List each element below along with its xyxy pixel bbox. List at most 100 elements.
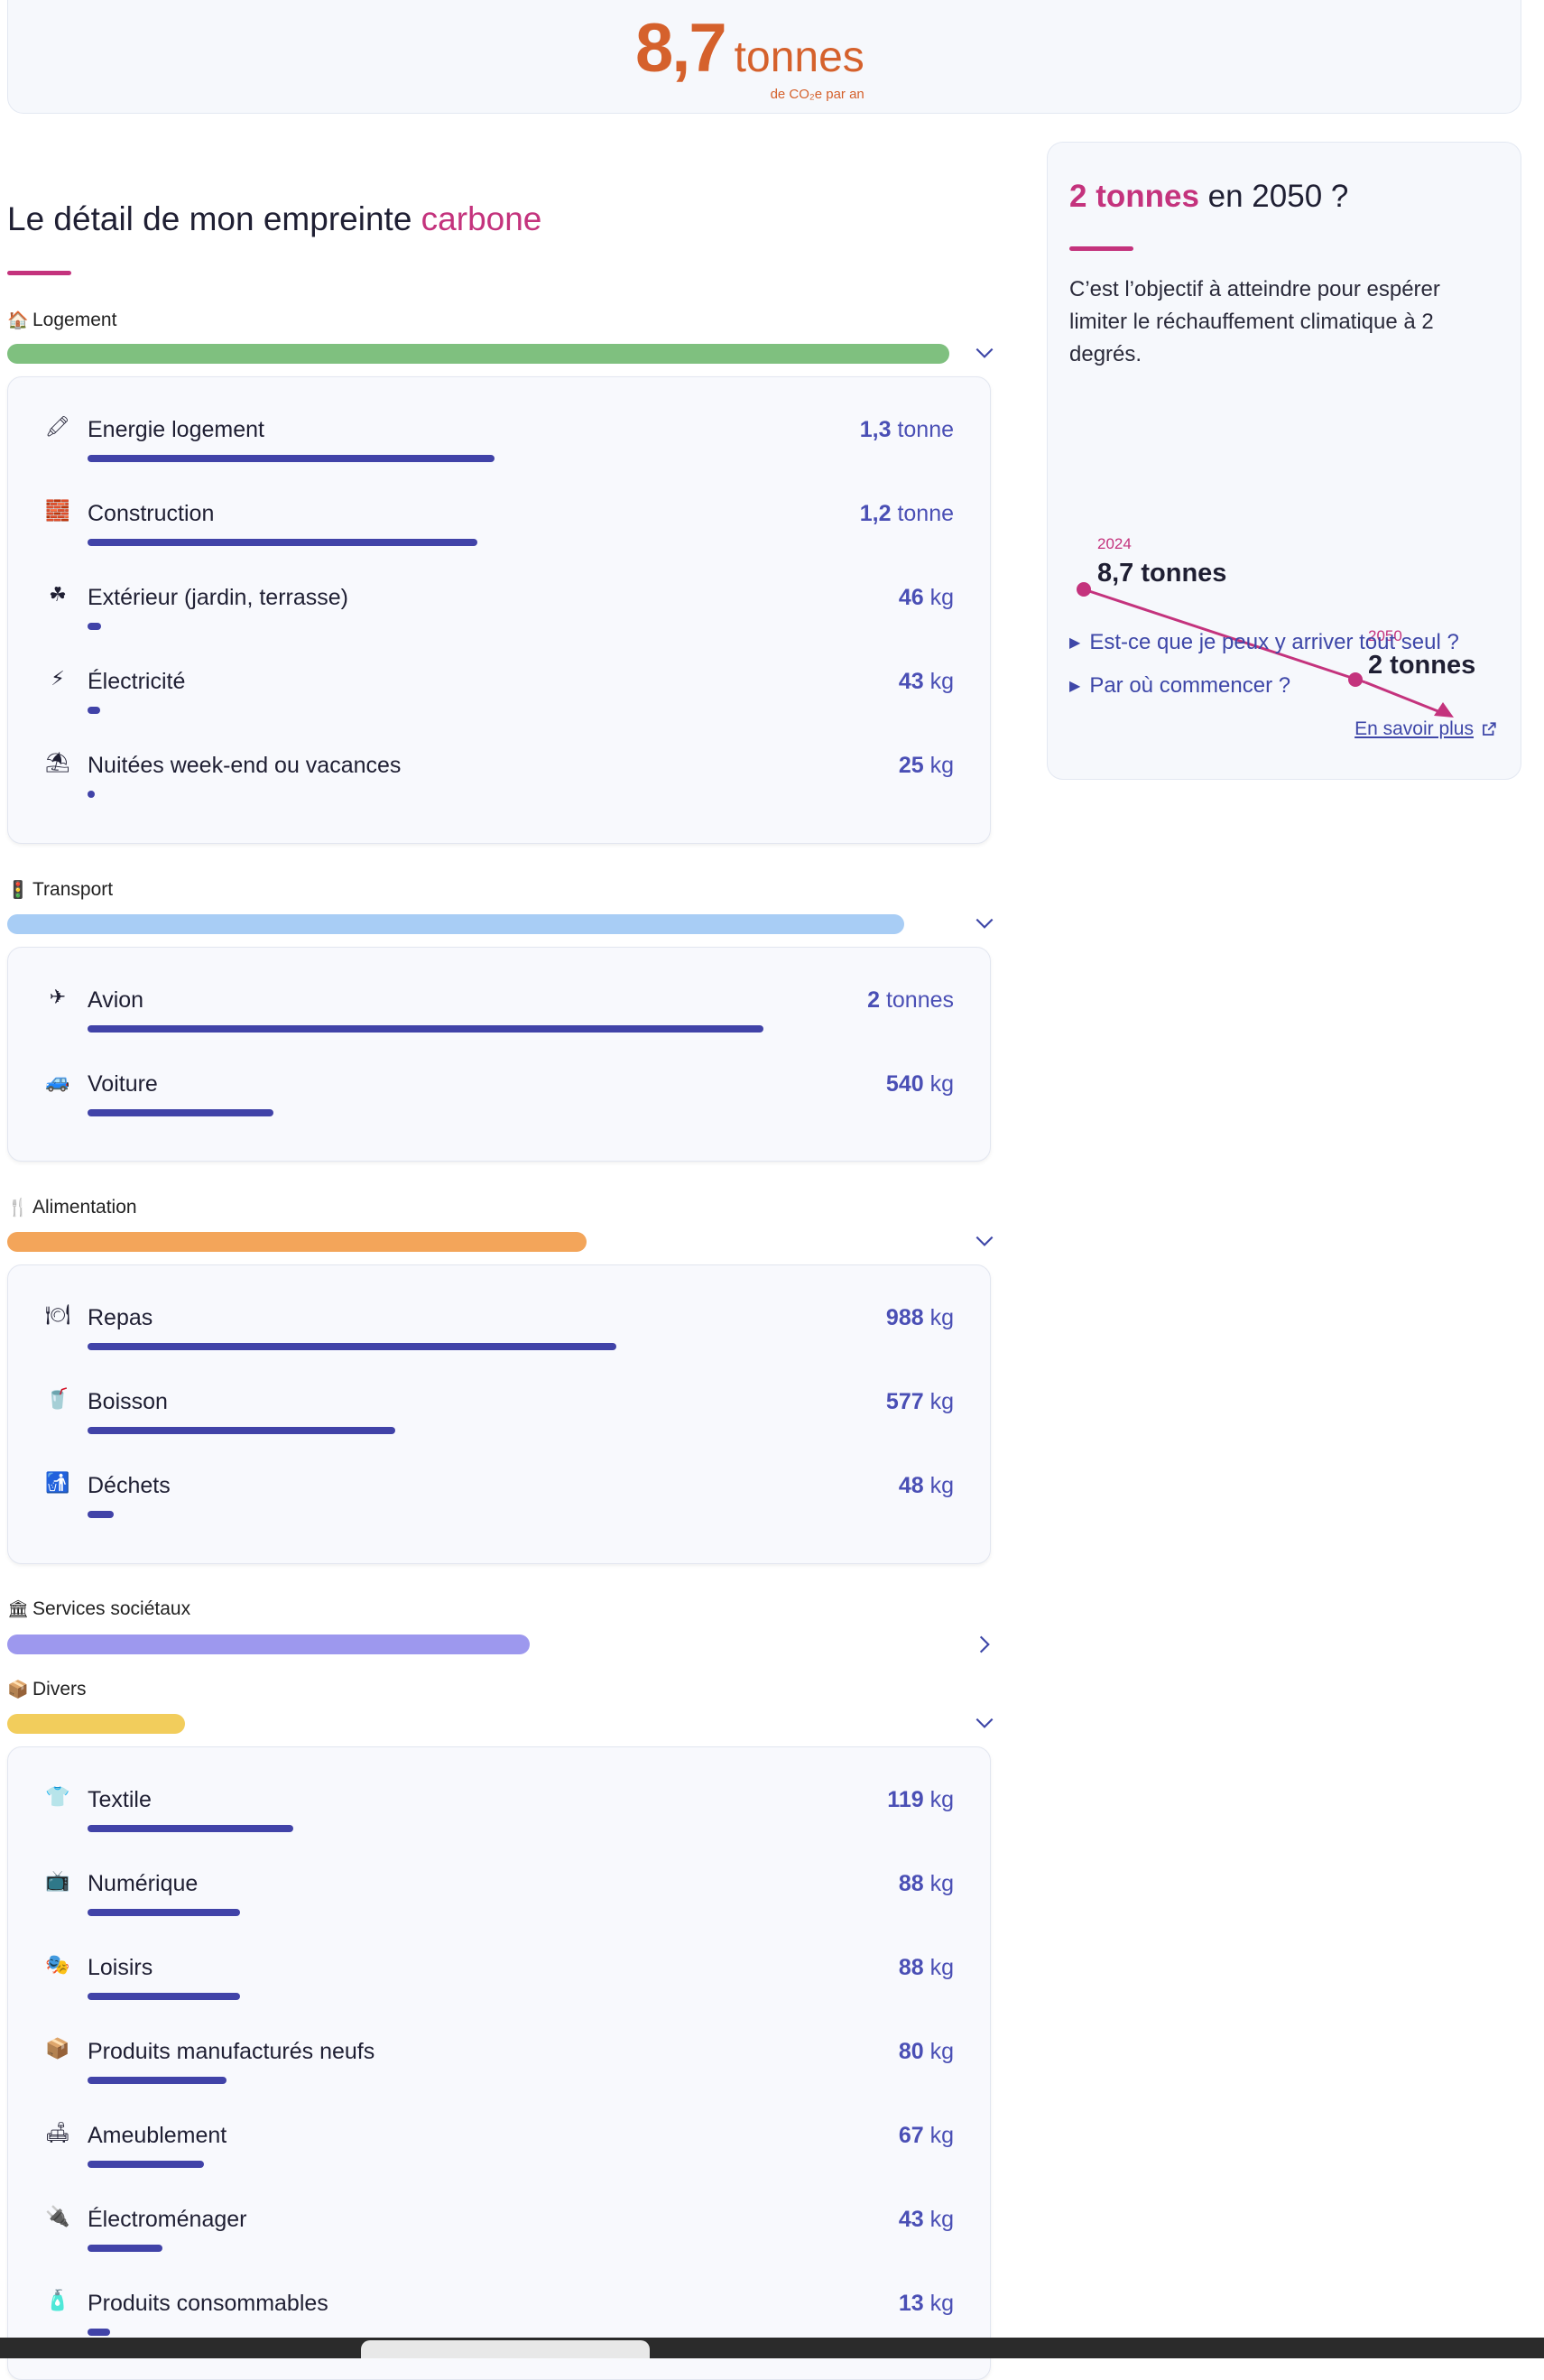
category-label-alimentation: 🍴 Alimentation	[7, 1197, 137, 1218]
list-item[interactable]: ⛱ Nuitées week-end ou vacances 25 kg	[8, 738, 990, 822]
item-value: 67 kg	[899, 2123, 954, 2149]
list-item[interactable]: 🧴 Produits consommables 13 kg	[8, 2276, 990, 2360]
item-value-number: 13	[898, 2291, 924, 2316]
item-value-number: 1,3	[859, 417, 892, 442]
item-value: 43 kg	[899, 2207, 954, 2233]
box-icon: 📦	[45, 2037, 70, 2060]
list-item[interactable]: ☘ Extérieur (jardin, terrasse) 46 kg	[8, 570, 990, 654]
item-value: 46 kg	[899, 585, 954, 611]
brick-icon: 🧱	[45, 499, 70, 522]
item-bar	[88, 1427, 395, 1434]
category-bar-logement	[7, 344, 949, 364]
chevron-right-icon[interactable]	[973, 1633, 996, 1656]
category-label-services[interactable]: 🏛 Services sociétaux	[7, 1598, 190, 1620]
item-bar	[88, 707, 100, 714]
item-bar	[88, 455, 495, 462]
item-name: Déchets	[88, 1473, 171, 1498]
tv-icon: 📺	[45, 1869, 70, 1892]
item-value-number: 80	[898, 2039, 924, 2064]
item-value-number: 48	[898, 1473, 924, 1498]
total-subtitle: de CO₂e par an	[770, 87, 864, 102]
list-item[interactable]: 📺 Numérique 88 kg	[8, 1857, 990, 1940]
item-value-unit: kg	[929, 2123, 954, 2148]
item-value-number: 577	[885, 1389, 924, 1414]
category-panel-logement: 🖍 Energie logement 1,3 tonne 🧱 Construction 1…	[7, 376, 991, 844]
item-value: 1,3 tonne	[860, 417, 954, 443]
list-item[interactable]: 🔌 Électroménager 43 kg	[8, 2192, 990, 2276]
link-commencer[interactable]: ▶ Par où commencer ?	[1069, 673, 1290, 699]
page-title: Le détail de mon empreinte carbone	[7, 200, 541, 238]
category-bar-divers	[7, 1714, 185, 1734]
item-name: Électroménager	[88, 2207, 247, 2232]
link-seul[interactable]: ▶ Est-ce que je peux y arriver tout seul…	[1069, 630, 1459, 655]
house-icon: 🏠	[7, 311, 29, 330]
item-name: Électricité	[88, 669, 186, 694]
category-label-transport: 🚦 Transport	[7, 879, 113, 901]
chevron-down-icon[interactable]	[973, 1711, 996, 1735]
link-text: Par où commencer ?	[1089, 673, 1291, 698]
category-name: Services sociétaux	[32, 1598, 191, 1619]
item-name: Energie logement	[88, 417, 264, 442]
item-bar	[88, 1511, 114, 1518]
cup-icon: 🥤	[45, 1387, 70, 1410]
list-item[interactable]: 🖍 Energie logement 1,3 tonne	[8, 403, 990, 486]
list-item[interactable]: 🥤 Boisson 577 kg	[8, 1375, 990, 1459]
item-bar	[88, 2077, 227, 2084]
objective-card: 2 tonnes en 2050 ? C’est l’objectif à at…	[1047, 142, 1521, 780]
objective-underline	[1069, 246, 1133, 251]
cutlery-icon: 🍽	[45, 1303, 70, 1326]
airplane-icon: ✈	[49, 986, 67, 1008]
trajectory-end-point	[1348, 672, 1363, 687]
bottle-icon: 🧴	[45, 2289, 70, 2311]
category-panel-alimentation: 🍽 Repas 988 kg 🥤 Boisson 577 kg 🚮 Déchets 48 kg	[7, 1264, 991, 1564]
item-value: 540 kg	[886, 1071, 954, 1097]
item-bar	[88, 2161, 204, 2168]
item-bar	[88, 1343, 616, 1350]
taskbar	[0, 2338, 1544, 2358]
item-name: Numérique	[88, 1871, 199, 1896]
item-value-unit: kg	[929, 1473, 954, 1498]
total-footprint-card: 8,7 tonnes de CO₂e par an	[7, 0, 1521, 114]
list-item[interactable]: 📦 Produits manufacturés neufs 80 kg	[8, 2024, 990, 2108]
list-item[interactable]: 🚙 Voiture 540 kg	[8, 1057, 990, 1141]
item-value-unit: kg	[929, 2207, 954, 2232]
list-item[interactable]: 🧱 Construction 1,2 tonne	[8, 486, 990, 570]
item-value-unit: kg	[929, 1955, 954, 1980]
item-value: 80 kg	[899, 2039, 954, 2065]
list-item[interactable]: ✈ Avion 2 tonnes	[8, 973, 990, 1057]
page-title-accent: carbone	[421, 200, 542, 237]
item-value-unit: kg	[929, 1389, 954, 1414]
chevron-down-icon[interactable]	[973, 1229, 996, 1253]
item-bar	[88, 1109, 273, 1116]
list-item[interactable]: 🍽 Repas 988 kg	[8, 1291, 990, 1375]
chevron-down-icon[interactable]	[973, 912, 996, 935]
item-value-unit: tonne	[897, 501, 954, 526]
objective-trajectory-chart: 2024 8,7 tonnes 2050 2 tonnes	[1077, 535, 1475, 718]
list-item[interactable]: 🚮 Déchets 48 kg	[8, 1459, 990, 1542]
item-value-number: 43	[898, 2207, 924, 2232]
masks-icon: 🎭	[45, 1953, 70, 1976]
item-value-unit: kg	[929, 2039, 954, 2064]
taskbar-search[interactable]	[361, 2340, 650, 2358]
chevron-down-icon[interactable]	[973, 341, 996, 365]
item-value-unit: kg	[929, 2291, 954, 2316]
list-item[interactable]: 🎭 Loisirs 88 kg	[8, 1940, 990, 2024]
item-name: Produits manufacturés neufs	[88, 2039, 375, 2064]
list-item[interactable]: ⚡ Électricité 43 kg	[8, 654, 990, 738]
item-bar	[88, 791, 95, 798]
item-name: Boisson	[88, 1389, 168, 1414]
beach-umbrella-icon: ⛱	[45, 751, 70, 773]
start-value-label: 8,7 tonnes	[1097, 559, 1226, 588]
lightning-icon: ⚡	[51, 667, 65, 690]
triangle-right-icon: ▶	[1069, 679, 1081, 694]
item-value: 88 kg	[899, 1955, 954, 1981]
item-value-unit: kg	[929, 669, 954, 694]
learn-more-link[interactable]: En savoir plus	[1354, 718, 1497, 740]
category-panel-divers: 👕 Textile 119 kg 📺 Numérique 88 kg 🎭 Loisirs 88 …	[7, 1746, 991, 2380]
item-bar	[88, 2245, 162, 2252]
list-item[interactable]: 👕 Textile 119 kg	[8, 1773, 990, 1857]
item-bar	[88, 1825, 293, 1832]
category-panel-transport: ✈ Avion 2 tonnes 🚙 Voiture 540 kg	[7, 947, 991, 1162]
item-value-number: 540	[885, 1071, 924, 1097]
list-item[interactable]: 🛋 Ameublement 67 kg	[8, 2108, 990, 2192]
